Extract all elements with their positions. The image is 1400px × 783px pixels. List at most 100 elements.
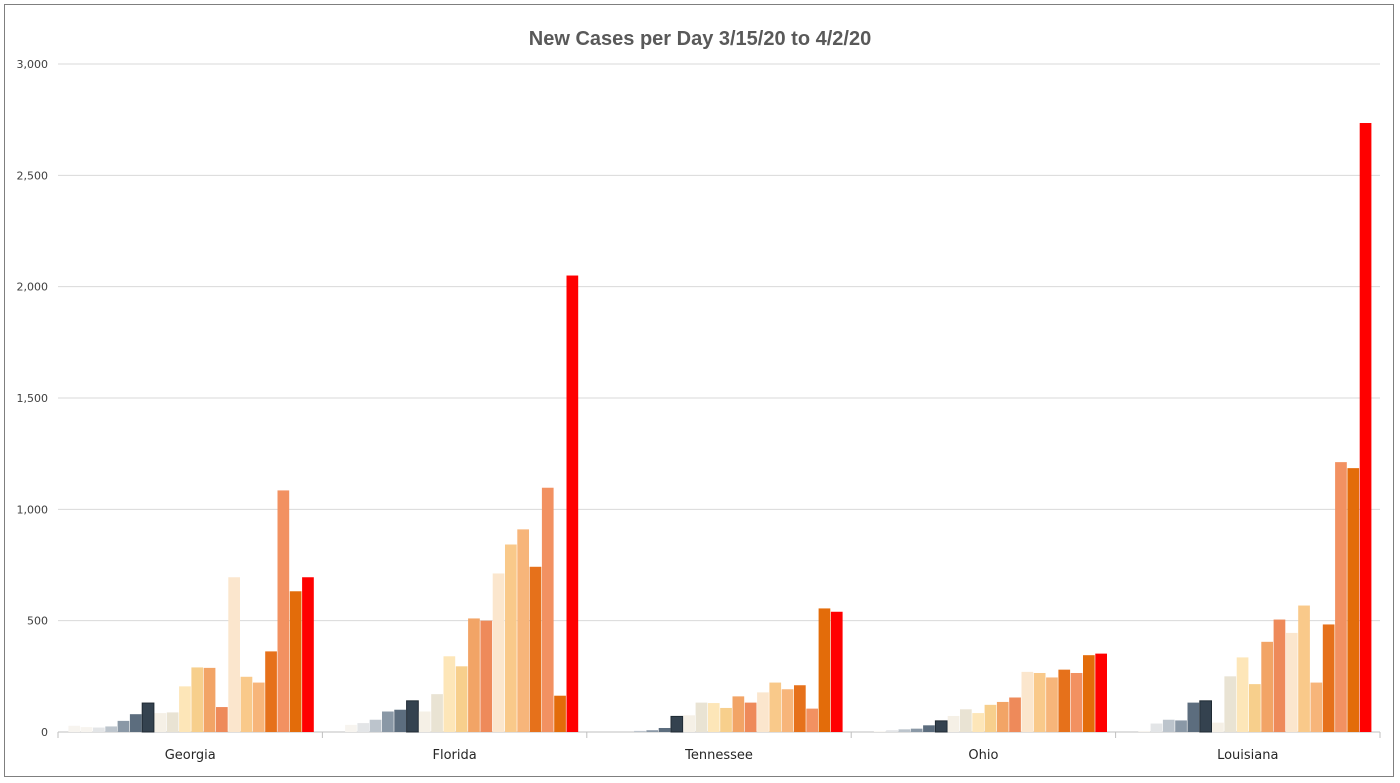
bar: [345, 724, 357, 732]
bar: [369, 719, 382, 732]
bar: [191, 667, 204, 732]
bar: [418, 711, 431, 732]
bar: [658, 727, 671, 732]
category-label: Florida: [432, 748, 476, 763]
y-tick-label: 2,500: [17, 169, 49, 182]
bar: [1046, 677, 1058, 732]
bar: [1083, 655, 1095, 732]
bar: [646, 730, 659, 732]
bar: [1236, 657, 1249, 732]
bar: [720, 707, 732, 732]
bar: [117, 720, 130, 732]
bar: [1322, 624, 1335, 732]
bar: [468, 618, 480, 732]
bar: [480, 620, 493, 732]
bar: [517, 529, 529, 732]
bar: [68, 725, 81, 732]
bar: [1150, 723, 1163, 732]
y-tick-label: 2,000: [17, 281, 49, 294]
bar: [934, 720, 948, 733]
bar: [947, 715, 960, 732]
bar: [505, 544, 517, 732]
bar: [670, 715, 684, 733]
bar: [529, 566, 542, 732]
bar: [1199, 700, 1213, 733]
bar: [873, 731, 886, 732]
bar: [806, 708, 818, 732]
bar: [830, 611, 843, 732]
bar: [382, 711, 394, 732]
bar: [80, 727, 93, 732]
bar: [166, 712, 179, 732]
bar: [252, 682, 265, 732]
bar: [1347, 468, 1360, 732]
bar: [1021, 671, 1034, 732]
bar: [757, 692, 769, 732]
bar: [141, 702, 155, 733]
category-label: Louisiana: [1217, 748, 1278, 763]
bar: [431, 694, 443, 732]
bar: [554, 695, 566, 732]
bar: [1224, 676, 1237, 732]
bar: [1335, 462, 1347, 732]
bar: [1212, 722, 1224, 732]
bar: [357, 723, 370, 732]
bar: [683, 715, 695, 732]
bar: [129, 714, 142, 732]
bar: [781, 689, 794, 732]
y-tick-label: 3,000: [17, 58, 49, 71]
bar: [1298, 605, 1310, 732]
bar: [769, 682, 782, 732]
y-tick-label: 1,500: [17, 392, 49, 405]
bar: [695, 702, 708, 732]
bar: [1070, 672, 1083, 732]
bar: [492, 573, 505, 732]
bar: [1058, 669, 1071, 732]
bar: [216, 707, 228, 732]
bar: [455, 666, 468, 732]
bar: [984, 704, 997, 732]
bar: [179, 686, 191, 732]
bar: [794, 685, 806, 732]
bar: [1359, 123, 1372, 732]
bar: [154, 713, 167, 732]
chart-title: New Cases per Day 3/15/20 to 4/2/20: [528, 28, 872, 50]
bar: [732, 696, 745, 732]
bar: [566, 275, 579, 732]
bar: [289, 591, 302, 732]
bar: [1273, 619, 1286, 732]
bar: [1033, 672, 1046, 732]
bar: [228, 577, 240, 732]
bar: [1175, 720, 1187, 732]
bar: [972, 713, 984, 732]
bar: [1261, 641, 1273, 732]
category-label: Georgia: [165, 748, 216, 763]
bar: [960, 709, 972, 732]
bar: [818, 608, 831, 732]
bar: [910, 728, 923, 732]
bar: [1095, 653, 1107, 732]
bar: [996, 701, 1009, 732]
bar: [240, 676, 253, 732]
bar: [203, 667, 216, 732]
bar: [744, 702, 757, 732]
bar: [1138, 730, 1150, 732]
bar: [1310, 682, 1323, 732]
bar: [93, 727, 105, 732]
bar: [443, 656, 456, 732]
bar: [302, 577, 314, 732]
bar: [277, 490, 290, 732]
bar: [394, 709, 406, 732]
bar: [541, 487, 554, 732]
bar: [1009, 697, 1021, 732]
y-tick-label: 1,000: [17, 503, 49, 516]
bar: [406, 700, 419, 733]
bar: [265, 651, 277, 732]
bar: [898, 729, 911, 732]
y-tick-label: 0: [41, 726, 48, 739]
bar: [1187, 702, 1200, 732]
bar: [923, 725, 935, 732]
bar: [105, 726, 117, 732]
bar: [634, 730, 646, 732]
